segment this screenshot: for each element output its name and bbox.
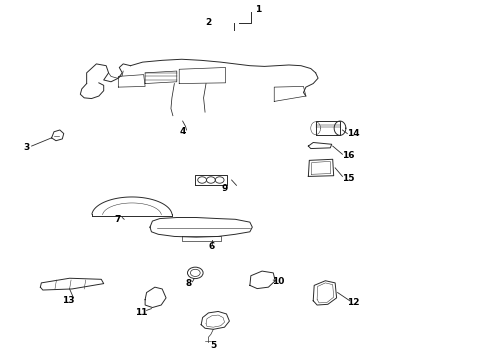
Text: 3: 3 <box>24 143 30 152</box>
Text: 5: 5 <box>210 341 217 350</box>
Text: 6: 6 <box>209 242 215 251</box>
Text: 10: 10 <box>272 277 284 286</box>
Text: 13: 13 <box>62 296 74 305</box>
Text: 15: 15 <box>342 174 355 183</box>
Text: 2: 2 <box>205 18 212 27</box>
Text: 16: 16 <box>342 151 355 160</box>
Text: 4: 4 <box>179 127 186 136</box>
Text: 7: 7 <box>114 215 121 224</box>
Text: 1: 1 <box>255 5 262 14</box>
Text: 14: 14 <box>347 129 360 138</box>
Text: 12: 12 <box>347 298 359 307</box>
Text: 8: 8 <box>186 279 192 288</box>
Text: 9: 9 <box>221 184 228 193</box>
Text: 11: 11 <box>135 308 147 317</box>
